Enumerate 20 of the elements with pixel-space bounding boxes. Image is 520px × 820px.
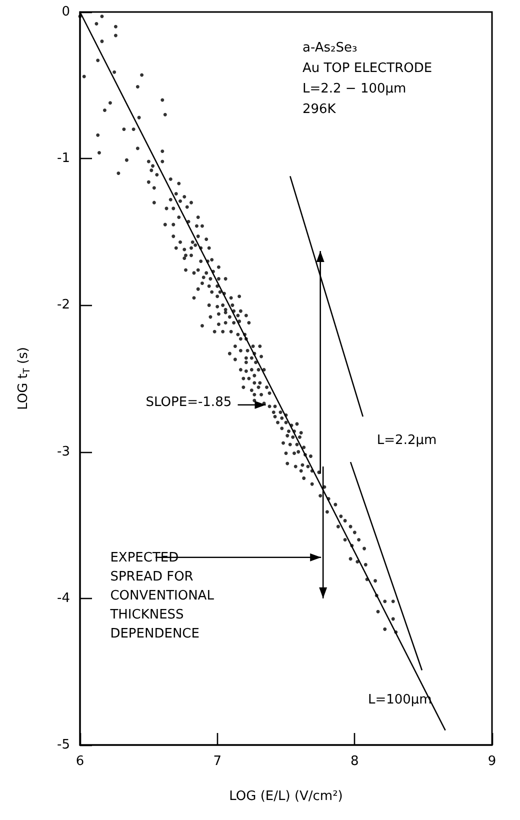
annotation: 296K: [302, 102, 336, 117]
x-tick-label: 8: [350, 754, 359, 769]
series-label: L=100µm: [368, 692, 432, 708]
series-label: L=2.2µm: [376, 433, 437, 448]
x-axis-title: LOG (E/L) (V/cm²): [229, 789, 343, 804]
y-axis-title: LOG tT (s): [16, 347, 32, 410]
x-tick-label: 9: [488, 754, 496, 769]
x-tick-label: 6: [76, 754, 84, 769]
y-tick-label: -2: [57, 298, 70, 313]
x-tick-label: 7: [213, 754, 222, 769]
y-tick-label: -3: [57, 444, 70, 460]
annotation: SLOPE=-1.85: [146, 394, 232, 410]
annotation: Au TOP ELECTRODE: [302, 60, 432, 76]
annotation: L=2.2 − 100µm: [302, 81, 406, 96]
y-tick-label: -5: [57, 738, 70, 752]
y-tick-label: 0: [62, 4, 70, 20]
annotation: EXPECTED SPREAD FOR CONVENTIONAL THICKNESS DEPENDENCE: [109, 550, 218, 642]
annotation: a-As₂Se₃: [302, 40, 358, 56]
y-tick-label: -1: [57, 151, 70, 166]
y-tick-label: -4: [57, 590, 70, 606]
